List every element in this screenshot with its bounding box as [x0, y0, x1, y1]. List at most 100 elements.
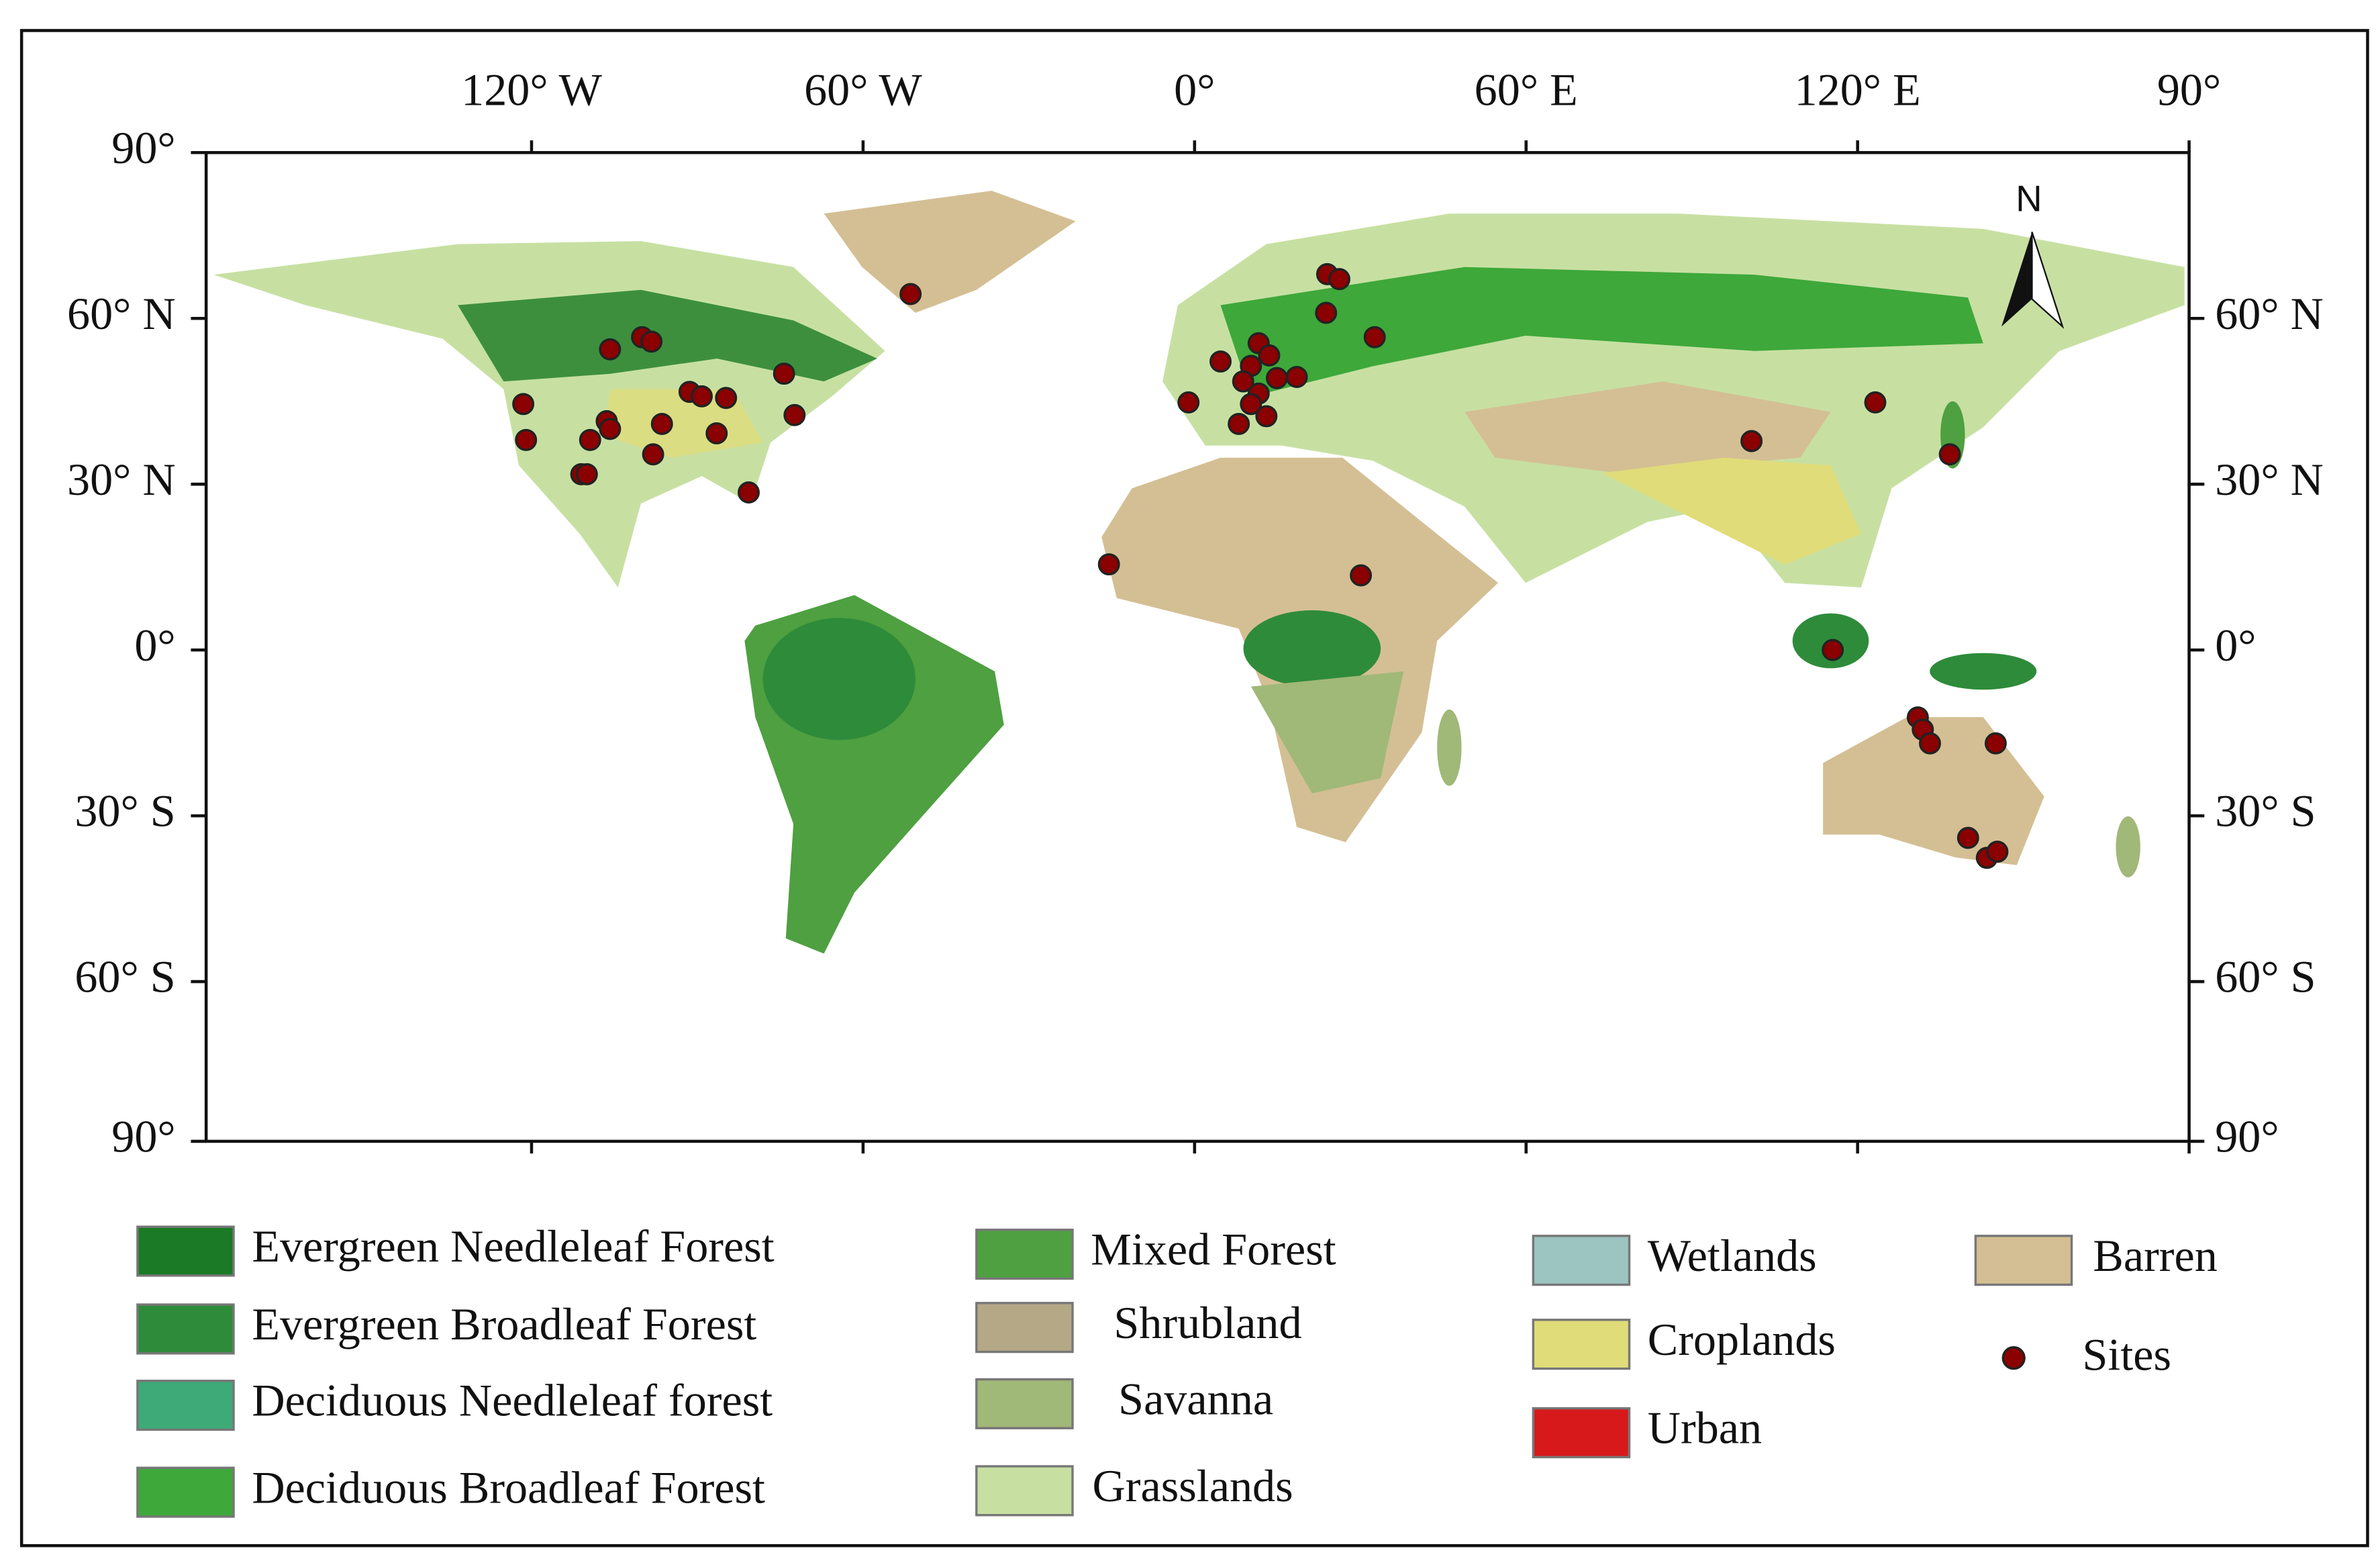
central-asia [1465, 381, 1831, 473]
site [1097, 553, 1120, 576]
site [1177, 391, 1200, 414]
site [1984, 732, 2007, 755]
site [1315, 301, 1338, 324]
x-tick-label: 60° W [804, 64, 922, 115]
site [705, 422, 728, 444]
new-guinea [1930, 653, 2037, 690]
legend-swatch [975, 1378, 1074, 1429]
site [1258, 344, 1281, 367]
site [1240, 393, 1262, 416]
site [783, 403, 806, 426]
site [1228, 412, 1250, 435]
y-tick-label: 90° [111, 1111, 175, 1162]
legend-swatch [136, 1380, 235, 1431]
x-tick-label: 0° [1174, 64, 1215, 115]
site [899, 283, 922, 305]
site [1363, 326, 1386, 348]
site [642, 443, 664, 466]
site [1255, 405, 1278, 428]
x-tick-label: 60° E [1475, 64, 1578, 115]
legend-label: Sites [2082, 1329, 2171, 1380]
legend-label: Mixed Forest [1091, 1224, 1336, 1275]
x-tick-label: 120° E [1795, 64, 1921, 115]
legend-swatch [975, 1465, 1074, 1517]
site [1232, 370, 1254, 393]
site [1285, 366, 1308, 388]
site [1956, 826, 1979, 849]
site [1740, 430, 1763, 453]
legend-swatch [1532, 1235, 1631, 1286]
north-label: N [2016, 178, 2042, 219]
legend-label: Grasslands [1093, 1460, 1293, 1511]
site [1209, 350, 1232, 373]
site [1864, 391, 1887, 414]
legend-label: Wetlands [1648, 1230, 1817, 1281]
legend-swatch [136, 1466, 235, 1518]
legend-swatch [1532, 1407, 1631, 1459]
site [575, 463, 598, 485]
congo [1243, 610, 1381, 687]
south-asia [1601, 457, 1861, 565]
site [773, 363, 795, 385]
legend-swatch [975, 1229, 1074, 1280]
site [650, 412, 673, 435]
boreal-eurasia [1220, 267, 1983, 397]
y-tick-label: 60° N [2215, 288, 2324, 339]
x-tick-label: 90° [2157, 64, 2221, 115]
legend-label: Evergreen Needleleaf Forest [252, 1221, 774, 1272]
y-tick-label: 30° N [2215, 454, 2324, 505]
site [715, 387, 738, 410]
y-tick-label: 60° N [67, 288, 176, 339]
legend-label: Shrubland [1113, 1297, 1301, 1348]
site [1350, 564, 1373, 587]
y-tick-label: 60° S [75, 951, 175, 1002]
legend-swatch [1974, 1235, 2073, 1286]
legend-label: Deciduous Needleleaf forest [252, 1375, 773, 1426]
map-frame [204, 150, 2191, 1143]
site [579, 428, 601, 451]
legend-label: Urban [1648, 1403, 1762, 1454]
new-zealand [2116, 816, 2140, 877]
boreal-na [458, 289, 878, 382]
land [213, 191, 2185, 954]
site [599, 418, 622, 440]
y-tick-label: 0° [134, 620, 175, 671]
y-tick-label: 30° N [67, 454, 176, 505]
x-tick-label: 120° W [461, 64, 602, 115]
amazon [762, 618, 915, 741]
australia [1823, 717, 2044, 865]
legend-label: Savanna [1118, 1373, 1273, 1424]
site [1919, 732, 1941, 755]
site [640, 330, 663, 353]
y-tick-label: 30° S [75, 786, 175, 837]
site [738, 481, 760, 504]
legend-site-marker [2001, 1346, 2026, 1370]
greenland [824, 191, 1076, 313]
legend-swatch [1532, 1319, 1631, 1370]
site [1265, 367, 1288, 389]
site [599, 338, 622, 361]
y-tick-label: 30° S [2215, 786, 2316, 837]
legend-swatch [136, 1225, 235, 1277]
y-tick-label: 0° [2215, 620, 2256, 671]
site [1822, 638, 1844, 661]
legend-label: Evergreen Broadleaf Forest [252, 1298, 756, 1349]
legend-swatch [136, 1303, 235, 1355]
site [515, 428, 538, 451]
site [691, 385, 713, 408]
legend-swatch [975, 1302, 1074, 1354]
legend-label: Barren [2093, 1230, 2217, 1281]
y-tick-label: 90° [2215, 1111, 2279, 1162]
site [512, 393, 535, 416]
site [1328, 268, 1350, 291]
y-tick-label: 90° [111, 122, 175, 173]
madagascar [1437, 709, 1462, 786]
y-tick-label: 60° S [2215, 951, 2316, 1002]
legend-label: Croplands [1648, 1314, 1836, 1365]
savanna-africa [1250, 671, 1404, 794]
site [1938, 443, 1961, 466]
site [1986, 841, 2009, 863]
arrow-right [2031, 232, 2065, 330]
legend-label: Deciduous Broadleaf Forest [252, 1462, 765, 1513]
